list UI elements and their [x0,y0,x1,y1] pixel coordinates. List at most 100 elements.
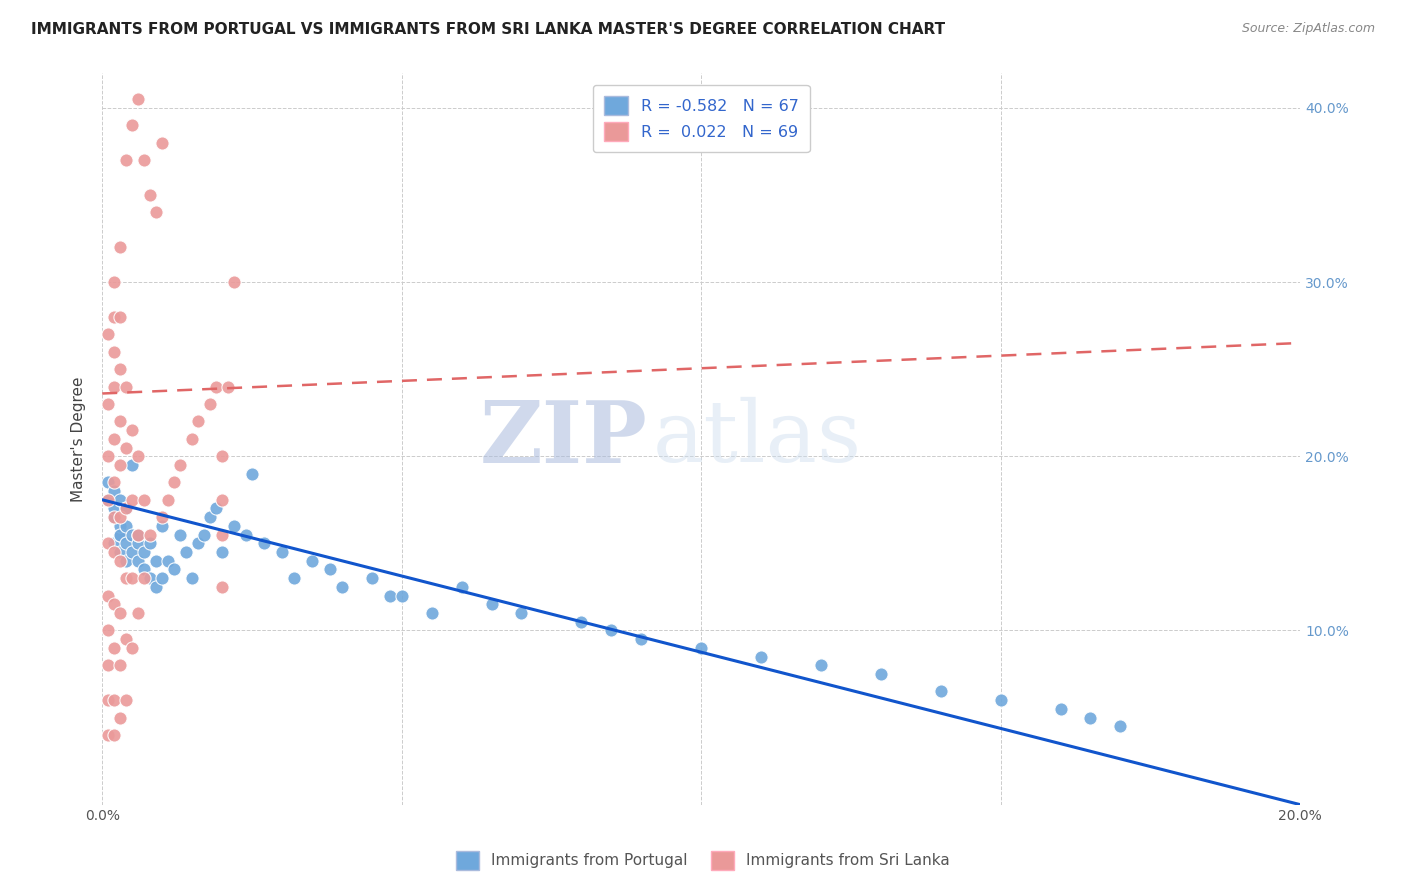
Point [97,624,120,638]
Point [270,545,292,559]
Point [690,640,713,655]
Point [121,492,143,507]
Point [163,562,186,576]
Point [181,432,204,446]
Point [283,571,305,585]
Point [108,510,131,524]
Point [121,423,143,437]
Point [810,658,832,673]
Point [97,589,120,603]
Point [391,589,413,603]
Point [121,571,143,585]
Point [319,562,342,576]
Point [97,728,120,742]
Point [97,397,120,411]
Point [115,693,138,707]
Point [115,441,138,455]
Point [240,467,263,481]
Point [103,432,125,446]
Point [420,606,443,620]
Point [108,310,131,324]
Point [630,632,652,647]
Point [134,545,156,559]
Point [103,728,125,742]
Point [139,527,162,541]
Point [108,545,131,559]
Point [97,475,120,490]
Point [150,510,173,524]
Point [103,693,125,707]
Point [97,327,120,342]
Point [569,615,592,629]
Point [127,449,149,463]
Point [174,545,197,559]
Point [127,92,149,106]
Point [108,458,131,472]
Point [169,527,191,541]
Point [108,606,131,620]
Point [103,379,125,393]
Point [108,362,131,376]
Point [150,571,173,585]
Point [749,649,772,664]
Point [157,492,180,507]
Point [139,536,162,550]
Point [108,527,131,541]
Point [108,710,131,724]
Point [103,344,125,359]
Point [127,606,149,620]
Point [127,554,149,568]
Point [211,492,233,507]
Point [103,484,125,499]
Text: IMMIGRANTS FROM PORTUGAL VS IMMIGRANTS FROM SRI LANKA MASTER'S DEGREE CORRELATIO: IMMIGRANTS FROM PORTUGAL VS IMMIGRANTS F… [31,22,945,37]
Point [211,545,233,559]
Point [108,527,131,541]
Point [115,632,138,647]
Point [869,667,891,681]
Point [193,527,215,541]
Point [187,536,209,550]
Point [929,684,952,698]
Point [235,527,257,541]
Point [103,510,125,524]
Point [134,571,156,585]
Point [150,519,173,533]
Point [198,397,221,411]
Point [121,527,143,541]
Point [481,597,503,611]
Point [108,492,131,507]
Point [1080,710,1102,724]
Point [211,527,233,541]
Point [127,536,149,550]
Point [600,624,623,638]
Point [187,414,209,428]
Point [301,554,323,568]
Point [103,275,125,289]
Point [103,536,125,550]
Legend: Immigrants from Portugal, Immigrants from Sri Lanka: Immigrants from Portugal, Immigrants fro… [449,843,957,877]
Point [121,458,143,472]
Point [450,580,472,594]
Point [115,501,138,516]
Point [145,205,167,219]
Point [217,379,239,393]
Point [97,492,120,507]
Point [510,606,533,620]
Point [103,640,125,655]
Point [97,492,120,507]
Point [121,118,143,132]
Point [121,640,143,655]
Point [115,571,138,585]
Point [97,449,120,463]
Point [1109,719,1132,733]
Point [211,449,233,463]
Point [169,458,191,472]
Point [222,275,245,289]
Point [127,527,149,541]
Y-axis label: Master's Degree: Master's Degree [72,376,86,501]
Point [211,580,233,594]
Point [198,510,221,524]
Point [108,658,131,673]
Text: ZIP: ZIP [479,397,647,481]
Point [115,554,138,568]
